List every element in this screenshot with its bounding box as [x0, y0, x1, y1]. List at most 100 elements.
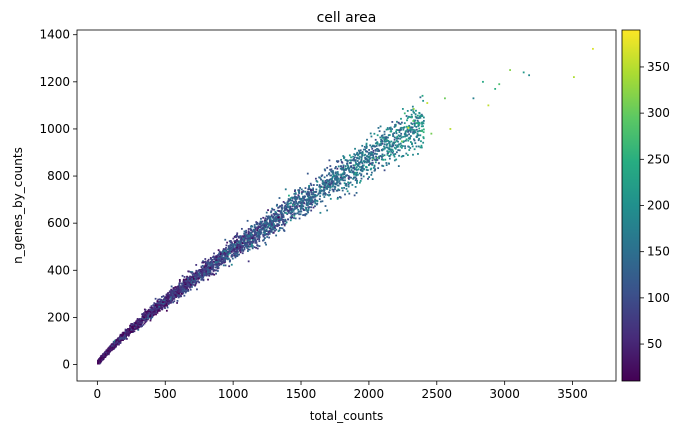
data-point — [289, 207, 291, 210]
data-point — [381, 164, 384, 167]
data-point — [234, 240, 237, 243]
data-point — [355, 163, 358, 166]
data-point — [179, 294, 182, 297]
data-point — [208, 265, 211, 268]
data-point — [308, 206, 311, 208]
data-point — [262, 216, 265, 219]
data-point — [388, 145, 391, 147]
data-point — [251, 247, 254, 250]
data-point — [297, 210, 300, 213]
data-point — [268, 218, 271, 221]
data-point — [205, 263, 208, 265]
data-point — [339, 167, 342, 170]
data-point — [249, 235, 252, 238]
data-point — [377, 127, 380, 129]
data-point — [252, 241, 254, 243]
data-point — [210, 261, 213, 264]
data-point — [295, 204, 298, 207]
data-point — [372, 151, 375, 154]
data-point — [277, 214, 280, 217]
data-point — [287, 203, 289, 205]
data-point — [302, 208, 305, 210]
data-point — [293, 214, 296, 217]
data-point — [153, 309, 156, 311]
data-point — [407, 129, 410, 132]
data-point — [330, 170, 333, 173]
data-point — [307, 200, 310, 203]
data-point — [240, 239, 242, 242]
data-point — [283, 207, 286, 210]
data-point — [283, 224, 286, 227]
data-point — [312, 187, 315, 190]
data-point — [340, 167, 343, 170]
data-point — [137, 328, 140, 331]
data-point — [412, 110, 415, 113]
data-point — [216, 265, 219, 268]
data-point — [375, 159, 377, 161]
data-point — [263, 237, 266, 240]
data-point — [303, 202, 305, 205]
data-point — [375, 157, 378, 160]
data-point — [249, 240, 252, 243]
data-point — [371, 156, 374, 159]
data-point — [411, 105, 414, 108]
data-point — [354, 159, 357, 162]
data-point — [293, 193, 296, 195]
data-point — [192, 272, 195, 275]
data-point — [307, 209, 310, 211]
data-point — [195, 278, 198, 280]
data-point — [185, 290, 188, 293]
data-point — [383, 133, 386, 136]
data-point — [290, 202, 292, 204]
data-point — [273, 208, 276, 211]
data-point — [157, 298, 160, 301]
data-point — [236, 238, 238, 241]
data-point — [361, 153, 364, 156]
data-point — [211, 258, 214, 261]
data-point — [182, 287, 185, 290]
data-point — [272, 218, 275, 221]
data-point — [363, 161, 366, 164]
data-point — [329, 168, 332, 171]
data-point — [165, 303, 168, 305]
data-point — [209, 273, 211, 275]
data-point — [130, 329, 133, 331]
data-point — [271, 208, 274, 211]
data-point — [353, 156, 356, 159]
data-point — [342, 164, 345, 167]
data-point — [343, 170, 345, 172]
data-point — [360, 158, 363, 161]
data-point — [231, 242, 234, 245]
data-point — [256, 247, 259, 250]
data-point — [308, 192, 311, 195]
data-point — [326, 179, 328, 181]
data-point — [211, 268, 214, 271]
data-point — [338, 189, 341, 192]
data-point — [147, 311, 150, 314]
data-point — [414, 131, 417, 134]
data-point — [144, 310, 147, 313]
data-point — [234, 247, 237, 250]
data-point — [315, 188, 318, 191]
data-point — [383, 143, 386, 146]
data-point — [411, 123, 414, 126]
data-point — [413, 122, 416, 125]
data-point — [176, 300, 179, 302]
data-point — [140, 325, 143, 328]
data-point — [418, 127, 421, 130]
data-point — [162, 295, 165, 297]
data-point — [197, 277, 200, 279]
data-point — [333, 185, 336, 188]
data-point — [194, 284, 197, 286]
data-point — [314, 202, 317, 205]
data-point — [232, 252, 235, 255]
data-point — [320, 175, 323, 178]
data-point — [391, 151, 394, 154]
data-point — [354, 185, 357, 188]
data-point — [274, 211, 277, 213]
data-point — [258, 228, 261, 231]
data-point — [218, 257, 221, 260]
data-point — [415, 128, 418, 131]
data-point — [183, 276, 186, 278]
data-point — [181, 274, 184, 277]
